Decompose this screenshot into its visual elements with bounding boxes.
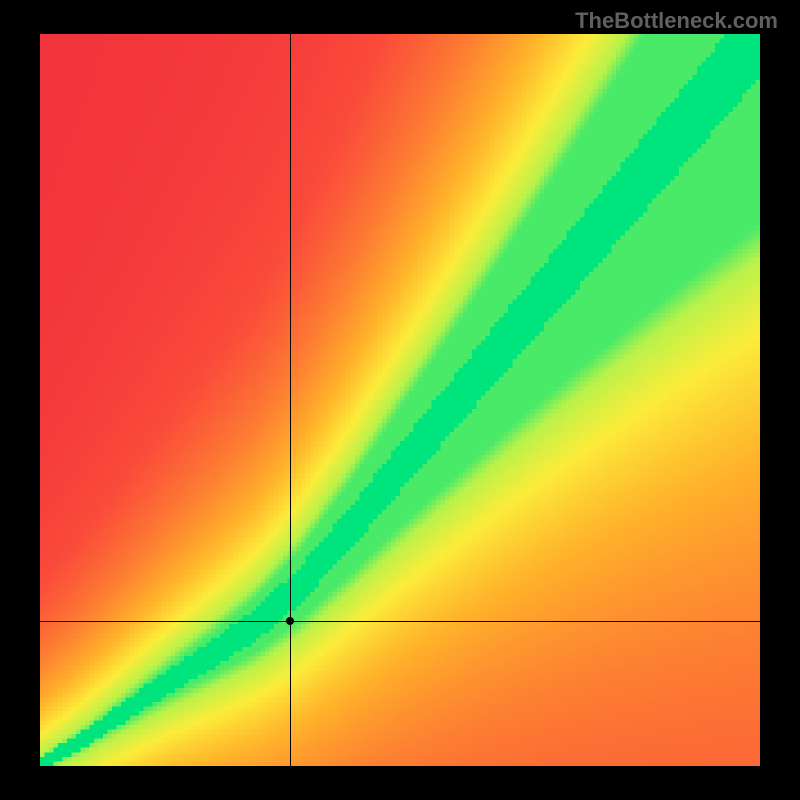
crosshair-horizontal [40,621,760,622]
bottleneck-heatmap [40,34,760,766]
crosshair-vertical [290,34,291,766]
source-watermark: TheBottleneck.com [575,8,778,34]
selection-marker-dot [286,617,294,625]
